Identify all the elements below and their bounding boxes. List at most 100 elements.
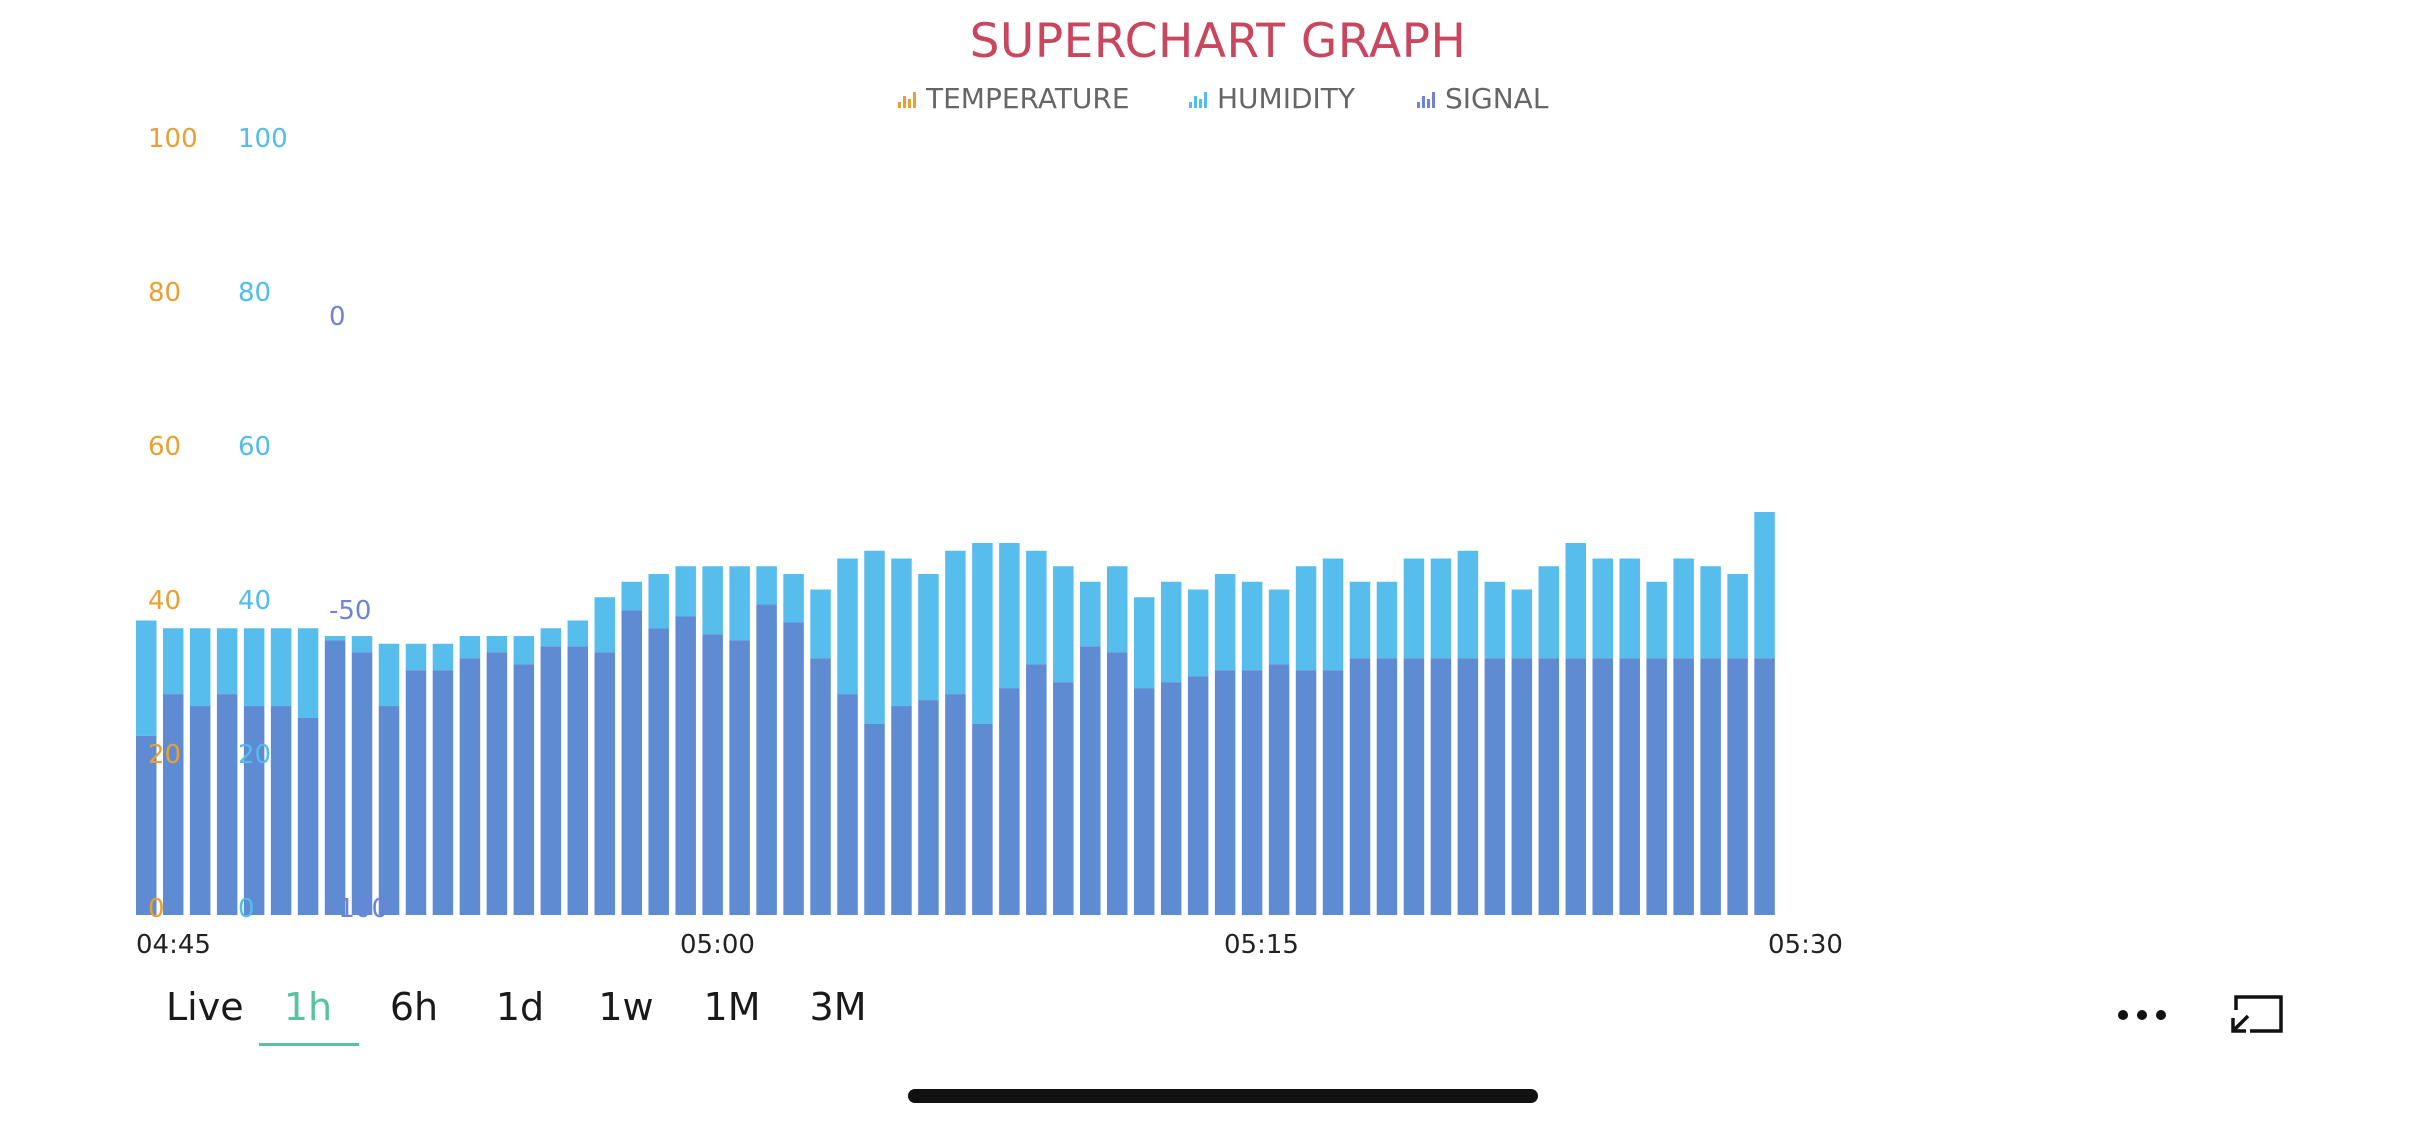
bar-chart — [136, 512, 1775, 915]
legend-item-signal[interactable]: SIGNAL — [1417, 82, 1548, 115]
temperature-axis-tick: 60 — [148, 432, 182, 462]
overlap-bar — [486, 652, 508, 915]
overlap-bar — [1160, 682, 1182, 915]
overlap-bar — [945, 694, 966, 915]
humidity-bar — [486, 636, 508, 653]
humidity-bar — [216, 628, 238, 695]
overlap-bar — [1053, 682, 1074, 915]
overlap-bar — [1080, 646, 1101, 915]
humidity-bar — [864, 550, 885, 724]
legend-item-temperature[interactable]: TEMPERATURE — [898, 82, 1130, 115]
humidity-bar — [1133, 597, 1155, 689]
overlap-bar — [297, 717, 319, 915]
humidity-bar — [351, 636, 373, 653]
overlap-bar — [675, 616, 696, 915]
overlap-bar — [1241, 670, 1263, 915]
overlap-bar — [189, 706, 211, 915]
humidity-bar — [1214, 574, 1236, 671]
range-button-3m[interactable]: 3M — [809, 985, 867, 1029]
time-range-selector: Live 1h 6h 1d 1w 1M 3M — [0, 985, 1000, 1045]
overlap-bar — [1376, 658, 1398, 915]
range-button-1d[interactable]: 1d — [495, 985, 545, 1029]
humidity-bar — [459, 636, 481, 659]
overlap-bar — [1484, 658, 1506, 915]
humidity-bar — [1673, 558, 1694, 659]
humidity-bar — [1754, 512, 1775, 659]
bar-chart-icon — [1189, 90, 1207, 108]
overlap-bar — [405, 670, 427, 915]
chart-title: SUPERCHART GRAPH — [969, 14, 1467, 69]
temperature-axis-tick: 80 — [148, 278, 182, 308]
humidity-bar — [1592, 558, 1613, 659]
more-horizontal-icon[interactable] — [2114, 1003, 2170, 1027]
humidity-bar — [1160, 581, 1182, 683]
humidity-bar — [1403, 558, 1425, 659]
humidity-bar — [648, 574, 669, 629]
overlap-bar — [1646, 658, 1667, 915]
overlap-bar — [1430, 658, 1452, 915]
humidity-bar — [594, 597, 616, 653]
humidity-bar — [243, 628, 265, 707]
humidity-bar — [1295, 566, 1317, 671]
humidity-bar — [1619, 558, 1640, 659]
humidity-bar — [837, 558, 858, 695]
humidity-bar — [1053, 566, 1074, 683]
humidity-bar — [972, 543, 993, 724]
humidity-bar — [1322, 558, 1344, 671]
overlap-bar — [756, 604, 777, 915]
range-button-1h[interactable]: 1h — [283, 985, 333, 1029]
overlap-bar — [378, 706, 400, 915]
overlap-bar — [216, 694, 238, 915]
overlap-bar — [1511, 658, 1533, 915]
overlap-bar — [1214, 670, 1236, 915]
overlap-bar — [567, 646, 589, 915]
humidity-bar — [1349, 581, 1371, 659]
humidity-bar — [540, 628, 562, 647]
humidity-axis-tick: 100 — [238, 124, 288, 154]
range-button-1w[interactable]: 1w — [598, 985, 654, 1029]
overlap-bar — [1754, 658, 1775, 915]
legend-item-humidity[interactable]: HUMIDITY — [1189, 82, 1355, 115]
bar-chart-icon — [898, 90, 916, 108]
legend-label: TEMPERATURE — [926, 82, 1130, 115]
humidity-bar — [1106, 566, 1128, 653]
humidity-bar — [1241, 581, 1263, 671]
overlap-bar — [1403, 658, 1425, 915]
overlap-bar — [810, 658, 831, 915]
temperature-axis-tick: 40 — [148, 586, 182, 616]
overlap-bar — [891, 706, 912, 915]
humidity-bar — [1727, 574, 1748, 659]
humidity-bar — [324, 636, 346, 641]
humidity-bar — [621, 581, 642, 611]
humidity-bar — [1268, 589, 1290, 665]
humidity-bar — [378, 643, 400, 707]
overlap-bar — [783, 622, 804, 915]
range-button-1m[interactable]: 1M — [703, 985, 761, 1029]
exit-fullscreen-icon[interactable] — [2228, 994, 2284, 1034]
humidity-bar — [999, 543, 1020, 689]
humidity-bar — [891, 558, 912, 707]
humidity-bar — [297, 628, 319, 718]
humidity-bar — [432, 643, 454, 671]
overlap-bar — [1133, 688, 1155, 915]
temperature-axis-tick: 20 — [148, 740, 182, 770]
overlap-bar — [999, 688, 1020, 915]
humidity-bar — [810, 589, 831, 659]
humidity-bar — [702, 566, 723, 635]
range-button-live[interactable]: Live — [166, 985, 244, 1029]
humidity-bar — [1187, 589, 1209, 677]
overlap-bar — [594, 652, 616, 915]
active-range-underline — [259, 1043, 359, 1046]
humidity-bar — [162, 628, 184, 695]
overlap-bar — [243, 706, 265, 915]
overlap-bar — [1592, 658, 1613, 915]
overlap-bar — [1187, 676, 1209, 915]
overlap-bar — [1727, 658, 1748, 915]
range-button-6h[interactable]: 6h — [389, 985, 439, 1029]
x-axis-tick: 05:15 — [1224, 930, 1299, 960]
overlap-bar — [162, 694, 184, 915]
humidity-bar — [918, 574, 939, 701]
humidity-bar — [1538, 566, 1560, 659]
overlap-bar — [432, 670, 454, 915]
humidity-bar — [1565, 543, 1587, 659]
